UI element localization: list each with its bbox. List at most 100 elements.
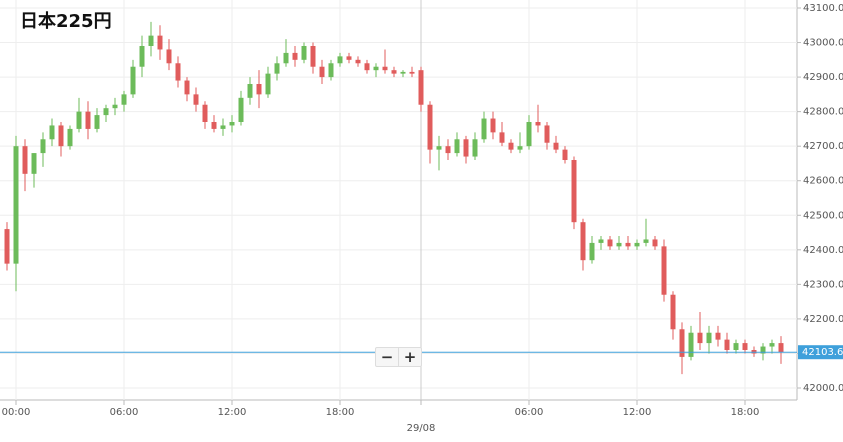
x-tick-label: 06:00 bbox=[110, 407, 139, 418]
candle-body bbox=[301, 46, 307, 60]
candle-body bbox=[355, 59, 361, 64]
candle-body bbox=[130, 66, 136, 95]
candle-body bbox=[418, 70, 424, 105]
x-tick-label: 12:00 bbox=[623, 407, 652, 418]
x-tick-label: 18:00 bbox=[326, 407, 355, 418]
candle-body bbox=[274, 63, 280, 74]
y-tick-label: 43000.0 bbox=[803, 38, 843, 49]
y-tick-label: 42300.0 bbox=[803, 279, 843, 290]
y-tick-label: 42200.0 bbox=[803, 314, 843, 325]
candle-body bbox=[256, 84, 262, 95]
candle-body bbox=[481, 118, 487, 140]
candle-body bbox=[220, 125, 226, 129]
candle-body bbox=[121, 94, 127, 105]
candle-body bbox=[175, 63, 181, 81]
candle-body bbox=[211, 122, 217, 129]
candle-body bbox=[535, 122, 541, 126]
candle-body bbox=[742, 343, 748, 350]
candle-body bbox=[112, 104, 118, 109]
zoom-out-button[interactable]: − bbox=[380, 348, 394, 366]
candle-body bbox=[715, 332, 721, 340]
candle-body bbox=[382, 66, 388, 71]
candle-body bbox=[184, 80, 190, 95]
x-tick-label: 18:00 bbox=[731, 407, 760, 418]
candle-body bbox=[22, 146, 28, 174]
candle-body bbox=[310, 46, 316, 67]
candle-body bbox=[760, 346, 766, 354]
candle-body bbox=[13, 146, 19, 264]
candle-body bbox=[679, 329, 685, 357]
y-tick-label: 42700.0 bbox=[803, 141, 843, 152]
candle-body bbox=[607, 239, 613, 247]
candle-body bbox=[409, 71, 415, 74]
candle-body bbox=[103, 108, 109, 116]
candle-body bbox=[229, 122, 235, 126]
candle-body bbox=[490, 118, 496, 133]
candle-body bbox=[364, 63, 370, 71]
candle-body bbox=[643, 239, 649, 243]
candle-body bbox=[49, 125, 55, 140]
zoom-in-button[interactable]: + bbox=[398, 348, 421, 366]
candle-body bbox=[697, 332, 703, 344]
candle-body bbox=[463, 139, 469, 157]
y-tick-label: 42600.0 bbox=[803, 176, 843, 187]
candle-body bbox=[580, 222, 586, 261]
y-tick-label: 42400.0 bbox=[803, 245, 843, 256]
candle-body bbox=[31, 153, 37, 174]
candle-body bbox=[85, 111, 91, 129]
candle-body bbox=[4, 229, 10, 264]
y-tick-label: 43100.0 bbox=[803, 3, 843, 14]
candle-body bbox=[724, 339, 730, 350]
candle-body bbox=[238, 97, 244, 122]
candle-body bbox=[670, 294, 676, 330]
candle-body bbox=[346, 56, 352, 60]
candle-body bbox=[652, 239, 658, 247]
last-price-label: 42103.6 bbox=[802, 347, 843, 358]
candle-body bbox=[544, 125, 550, 143]
candle-body bbox=[94, 115, 100, 129]
candle-body bbox=[400, 71, 406, 74]
candle-body bbox=[769, 343, 775, 347]
candle-body bbox=[58, 125, 64, 147]
candle-body bbox=[76, 111, 82, 129]
y-tick-label: 42000.0 bbox=[803, 383, 843, 394]
candle-body bbox=[454, 139, 460, 154]
candle-body bbox=[445, 146, 451, 154]
x-tick-label: 12:00 bbox=[218, 407, 247, 418]
candle-body bbox=[328, 63, 334, 78]
candle-body bbox=[562, 149, 568, 160]
candle-body bbox=[625, 242, 631, 247]
candle-body bbox=[517, 146, 523, 150]
candle-body bbox=[616, 242, 622, 247]
candle-body bbox=[292, 52, 298, 60]
grid bbox=[0, 0, 797, 400]
candle-body bbox=[265, 73, 271, 95]
candle-body bbox=[508, 142, 514, 150]
x-tick-label: 00:00 bbox=[2, 407, 31, 418]
chart-title: 日本225円 bbox=[20, 10, 112, 32]
candle-body bbox=[157, 35, 163, 50]
candle-body bbox=[526, 122, 532, 147]
candle-body bbox=[598, 239, 604, 243]
candle-body bbox=[67, 128, 73, 147]
zoom-controls: − + bbox=[375, 347, 422, 367]
candle-body bbox=[193, 94, 199, 105]
candle-body bbox=[589, 242, 595, 261]
candle-body bbox=[247, 84, 253, 98]
candle-body bbox=[436, 146, 442, 150]
candle-body bbox=[373, 66, 379, 71]
candle-body bbox=[283, 52, 289, 64]
candle-body bbox=[661, 246, 667, 295]
candle-body bbox=[319, 66, 325, 78]
candle-body bbox=[40, 139, 46, 154]
candle-body bbox=[706, 332, 712, 344]
candle-body bbox=[337, 56, 343, 64]
y-tick-label: 42500.0 bbox=[803, 210, 843, 221]
candle-body bbox=[499, 132, 505, 143]
candle-body bbox=[688, 332, 694, 357]
last-price-box bbox=[798, 345, 843, 360]
candle-body bbox=[139, 46, 145, 67]
candle-body bbox=[148, 35, 154, 46]
